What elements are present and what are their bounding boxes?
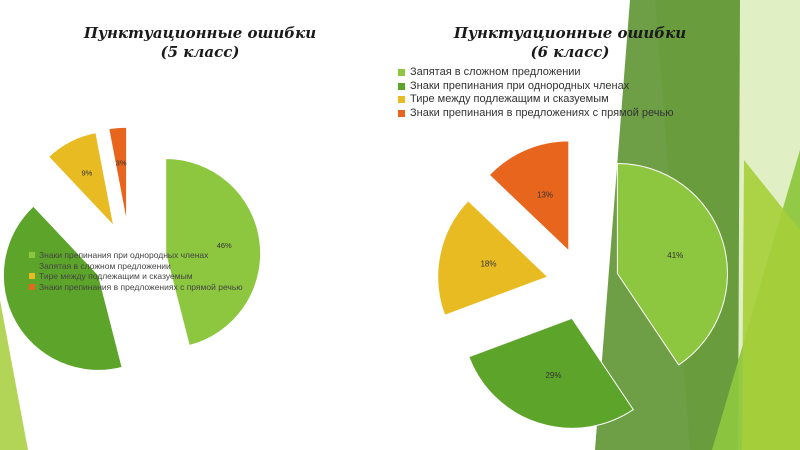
legend-swatch <box>398 69 405 77</box>
legend-item: Знаки препинания в предложениях с прямой… <box>398 107 674 121</box>
legend-6: Запятая в сложном предложении Знаки преп… <box>398 66 674 120</box>
legend-label: Запятая в сложном предложении <box>410 66 581 78</box>
slice-data-label: 18% <box>480 260 496 269</box>
legend-item: Тире между подлежащим и сказуемым <box>29 271 243 282</box>
chart-title-5-line1: Пунктуационные ошибки <box>83 24 317 42</box>
slice-data-label: 13% <box>537 190 553 199</box>
legend-label: Знаки препинания при однородных членах <box>39 250 209 260</box>
slice-data-label: 9% <box>81 168 92 177</box>
legend-swatch <box>29 262 35 269</box>
pie-slice-1 <box>616 162 728 366</box>
pie-slice-4 <box>488 140 570 253</box>
pie-slice-2 <box>2 205 123 371</box>
pie-slice-3 <box>47 132 115 228</box>
pie-slice-2 <box>468 317 634 429</box>
legend-swatch <box>398 96 405 104</box>
legend-item: Знаки препинания при однородных членах <box>398 80 674 94</box>
chart-title-6: Пунктуационные ошибки (6 класс) <box>440 24 700 62</box>
left-edge-stripe <box>0 300 28 450</box>
legend-item: Знаки препинания при однородных членах <box>29 250 243 261</box>
chart-title-6-line1: Пунктуационные ошибки <box>453 24 687 42</box>
pie-slice-1 <box>165 157 262 347</box>
slice-data-label: 41% <box>667 251 683 260</box>
chart-title-5: Пунктуационные ошибки (5 класс) <box>70 24 330 62</box>
legend-swatch <box>398 82 405 90</box>
slice-data-label: 3% <box>116 158 127 167</box>
pie-slice-3 <box>437 200 549 316</box>
legend-label: Знаки препинания в предложениях с прямой… <box>410 106 674 119</box>
legend-label: Знаки препинания в предложениях с прямой… <box>39 281 243 292</box>
chart-title-5-line2: (5 класс) <box>160 43 240 61</box>
legend-swatch <box>398 109 405 117</box>
legend-item: Тире между подлежащим и сказуемым <box>398 93 674 107</box>
legend-label: Знаки препинания при однородных членах <box>410 79 630 92</box>
legend-label: Запятая в сложном предложении <box>39 260 171 271</box>
legend-item: Запятая в сложном предложении <box>398 66 674 80</box>
legend-5: Знаки препинания при однородных членах З… <box>29 250 243 292</box>
right-accent-band <box>742 160 800 450</box>
legend-swatch <box>29 273 35 280</box>
pie-slice-4 <box>108 126 128 223</box>
legend-swatch <box>29 283 35 290</box>
chart-title-6-line2: (6 класс) <box>530 43 610 61</box>
legend-item: Запятая в сложном предложении <box>29 261 243 272</box>
legend-label: Тире между подлежащим и сказуемым <box>410 93 609 105</box>
legend-swatch <box>29 252 35 259</box>
legend-item: Знаки препинания в предложениях с прямой… <box>29 282 243 293</box>
slice-data-label: 29% <box>545 371 561 380</box>
slice-data-label: 46% <box>217 241 232 250</box>
legend-label: Тире между подлежащим и сказуемым <box>39 271 193 281</box>
